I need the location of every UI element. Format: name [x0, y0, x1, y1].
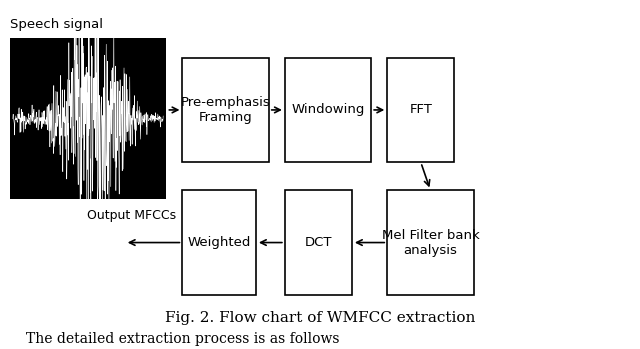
Text: Mel Filter bank
analysis: Mel Filter bank analysis — [381, 229, 479, 257]
Text: DCT: DCT — [305, 236, 332, 249]
Bar — [182, 190, 256, 295]
Text: Pre-emphasis
Framing: Pre-emphasis Framing — [180, 96, 271, 124]
Text: Windowing: Windowing — [291, 103, 365, 117]
Text: FFT: FFT — [410, 103, 432, 117]
Text: Output MFCCs: Output MFCCs — [87, 209, 176, 222]
Text: Fig. 2. Flow chart of WMFCC extraction: Fig. 2. Flow chart of WMFCC extraction — [165, 311, 475, 325]
Bar — [10, 38, 166, 199]
Text: The detailed extraction process is as follows: The detailed extraction process is as fo… — [26, 332, 339, 346]
Bar — [182, 58, 269, 162]
Bar — [285, 58, 371, 162]
Text: Weighted: Weighted — [188, 236, 251, 249]
Bar — [387, 58, 454, 162]
Bar — [285, 190, 352, 295]
Bar — [387, 190, 474, 295]
Text: Speech signal: Speech signal — [10, 18, 102, 31]
